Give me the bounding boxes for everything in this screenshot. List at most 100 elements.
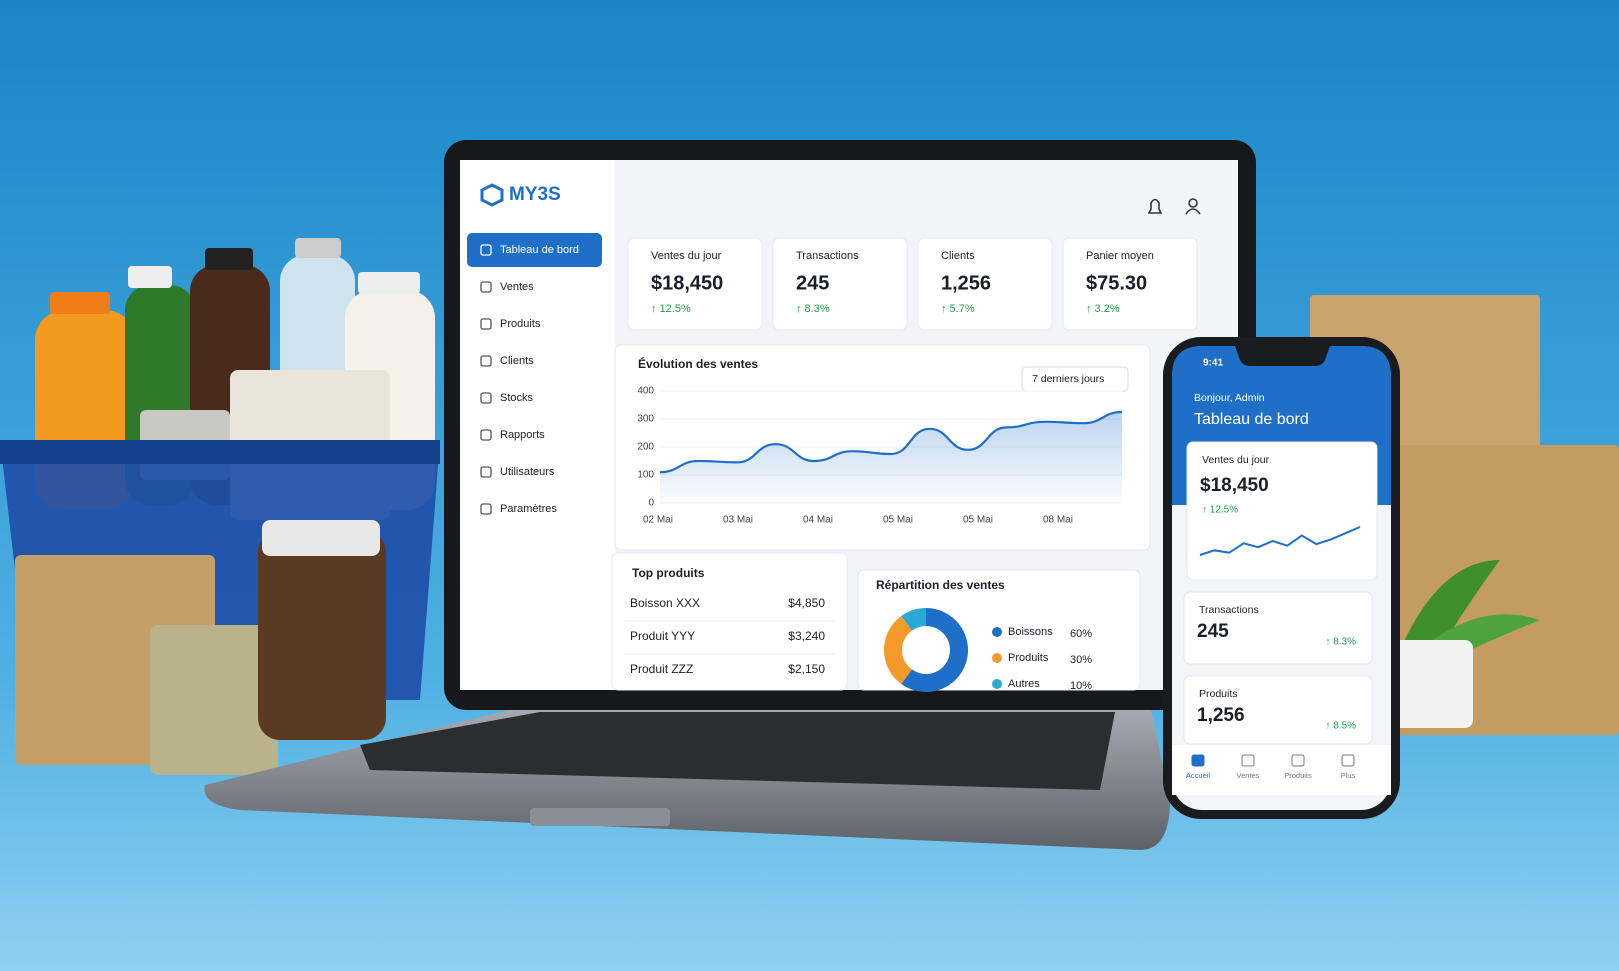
card <box>1062 237 1198 331</box>
logo-icon <box>480 183 504 207</box>
nav-icon <box>480 503 492 515</box>
donut-segment <box>884 616 913 684</box>
kpi-value: 245 <box>796 272 829 294</box>
tab-label[interactable]: Ventes <box>1237 771 1260 780</box>
donut-segment <box>901 608 927 631</box>
x-tick-label: 05 Mai <box>963 515 993 526</box>
card <box>917 237 1053 331</box>
card <box>1183 591 1373 665</box>
nav-active <box>467 233 602 267</box>
kpi-change: ↑ 3.2% <box>1086 303 1120 315</box>
tab-label[interactable]: Accueil <box>1186 771 1211 780</box>
tab-icon <box>1291 754 1305 767</box>
tab-label[interactable]: Plus <box>1341 771 1356 780</box>
products-right <box>1310 295 1619 735</box>
nav-item[interactable]: Utilisateurs <box>500 466 555 478</box>
header-icons <box>1147 198 1201 215</box>
product-name: Boisson XXX <box>630 596 700 610</box>
nav-icon <box>480 244 492 256</box>
y-tick-label: 300 <box>637 414 654 425</box>
phone-title: Tableau de bord <box>1194 411 1309 428</box>
nav-item[interactable]: Rapports <box>500 429 545 441</box>
nav-item[interactable]: Ventes <box>500 281 534 293</box>
card <box>627 237 763 331</box>
status-time: 9:41 <box>1203 358 1223 369</box>
legend-value: 10% <box>1070 680 1092 692</box>
kpi-change: ↑ 5.7% <box>941 303 975 315</box>
kpi-change: ↑ 8.3% <box>796 303 830 315</box>
product-name: Produit ZZZ <box>630 662 693 676</box>
kpi-change: ↑ 8.5% <box>1325 721 1356 732</box>
products-left <box>0 238 440 775</box>
label: Panier moyen <box>1086 250 1154 262</box>
x-tick-label: 04 Mai <box>803 515 833 526</box>
tab-icon <box>1191 754 1205 767</box>
period-label: 7 derniers jours <box>1032 373 1104 385</box>
label: Produits <box>1199 688 1238 700</box>
tab-icon <box>1341 754 1355 767</box>
label: Transactions <box>796 250 859 262</box>
keyboard <box>360 712 1115 790</box>
nav-icon <box>480 466 492 478</box>
legend-name: Autres <box>1008 678 1040 690</box>
legend-value: 60% <box>1070 628 1092 640</box>
kpi-value: $75.30 <box>1086 272 1147 294</box>
nav-icon <box>480 281 492 293</box>
legend-dot <box>992 627 1002 637</box>
label: Ventes du jour <box>1202 454 1270 466</box>
kpi-value: 245 <box>1197 621 1229 642</box>
y-tick-label: 100 <box>637 470 654 481</box>
label: Ventes du jour <box>651 250 722 262</box>
product-amount: $2,150 <box>788 662 825 676</box>
x-tick-label: 08 Mai <box>1043 515 1073 526</box>
card <box>1183 675 1373 745</box>
y-tick-label: 400 <box>637 386 654 397</box>
card-title: Top produits <box>632 566 705 580</box>
legend-value: 30% <box>1070 654 1092 666</box>
sparkline <box>1199 526 1361 556</box>
nav-item[interactable]: Produits <box>500 318 541 330</box>
nav-icon <box>480 429 492 441</box>
card-title: Répartition des ventes <box>876 578 1005 592</box>
product-name: Produit YYY <box>630 629 695 643</box>
nav-item[interactable]: Tableau de bord <box>500 244 579 256</box>
tab-label[interactable]: Produits <box>1284 771 1312 780</box>
tab-icon <box>1241 754 1255 767</box>
nav-item[interactable]: Paramètres <box>500 503 557 515</box>
legend-name: Boissons <box>1008 626 1053 638</box>
kpi-change: ↑ 8.3% <box>1325 637 1356 648</box>
y-tick-label: 0 <box>648 498 654 509</box>
nav-item[interactable]: Stocks <box>500 392 534 404</box>
x-tick-label: 02 Mai <box>643 515 673 526</box>
x-tick-label: 03 Mai <box>723 515 753 526</box>
label: Clients <box>941 250 975 262</box>
chart-title: Évolution des ventes <box>638 356 758 371</box>
kpi-value: $18,450 <box>1200 475 1269 496</box>
card <box>772 237 908 331</box>
legend-dot <box>992 679 1002 689</box>
kpi-value: 1,256 <box>1197 705 1245 726</box>
donut-segment <box>901 608 968 692</box>
product-amount: $4,850 <box>788 596 825 610</box>
sales-line <box>659 410 1123 474</box>
legend-name: Produits <box>1008 652 1049 664</box>
kpi-value: $18,450 <box>651 272 723 294</box>
greeting: Bonjour, Admin <box>1194 392 1265 404</box>
label: Transactions <box>1199 604 1259 616</box>
kpi-value: 1,256 <box>941 272 991 294</box>
nav-icon <box>480 355 492 367</box>
card <box>1186 441 1378 581</box>
x-tick-label: 05 Mai <box>883 515 913 526</box>
sales-area <box>660 412 1122 503</box>
legend-dot <box>992 653 1002 663</box>
kpi-change: ↑ 12.5% <box>1202 505 1238 516</box>
product-amount: $3,240 <box>788 629 825 643</box>
logo: MY3S <box>509 184 561 205</box>
nav-item[interactable]: Clients <box>500 355 534 367</box>
y-tick-label: 200 <box>637 442 654 453</box>
nav-icon <box>480 392 492 404</box>
nav-icon <box>480 318 492 330</box>
